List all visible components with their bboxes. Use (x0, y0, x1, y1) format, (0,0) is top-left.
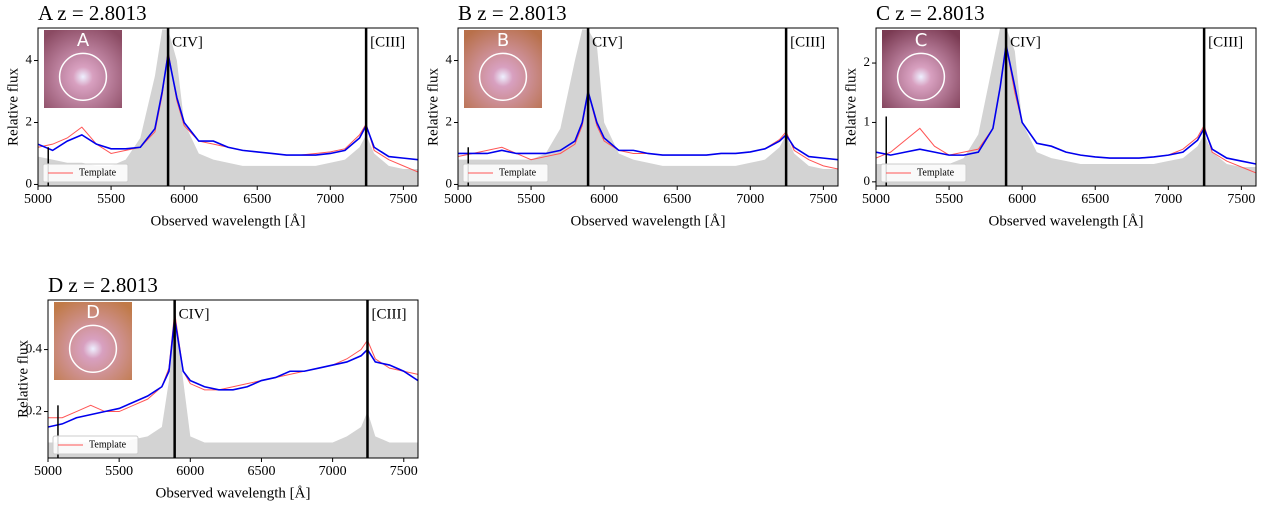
y-axis-label: Relative flux (425, 68, 441, 146)
plot-frame (875, 27, 1257, 187)
y-tick-label: 4 (26, 52, 33, 67)
x-axis-label: Observed wavelength [Å] (989, 213, 1144, 229)
inset-label: A (77, 30, 90, 51)
y-axis-label: Relative flux (15, 340, 31, 418)
x-tick-label: 5000 (24, 192, 52, 207)
x-axis-label: Observed wavelength [Å] (151, 213, 306, 229)
template-line (38, 51, 418, 173)
template-line (458, 91, 838, 170)
x-tick-label: 7000 (319, 464, 347, 479)
chart-title: C z = 2.8013 (876, 1, 985, 25)
line-label: [CIII] (1208, 34, 1243, 50)
x-axis-label: Observed wavelength [Å] (156, 485, 311, 501)
y-tick-label: 4 (446, 52, 453, 67)
x-tick-label: 5500 (935, 192, 963, 207)
y-axis-label: Relative flux (843, 68, 859, 146)
panel: CIV] [CIII] D 5000 5500 6000 6500 7000 7500 0.2 0.… (15, 273, 419, 501)
x-tick-label: 7500 (1227, 192, 1255, 207)
y-tick-label: 0 (26, 175, 33, 190)
panel: CIV] [CIII] C 5000 5500 6000 6500 7000 7500 0 1 2 C … (843, 1, 1257, 229)
aperture-circle (896, 52, 946, 101)
y-tick-label: 0 (864, 173, 871, 188)
x-tick-label: 6500 (247, 464, 275, 479)
panel: CIV] [CIII] A 5000 5500 6000 6500 7000 7500 0 2 4 A … (5, 1, 419, 229)
x-tick-label: 5500 (517, 192, 545, 207)
line-label: [CIII] (790, 34, 825, 50)
aperture-circle (58, 52, 108, 101)
legend-box (52, 435, 139, 455)
legend-label: Template (917, 167, 955, 178)
x-tick-label: 5000 (862, 192, 890, 207)
inset-label: D (86, 302, 100, 323)
x-tick-label: 5000 (34, 464, 62, 479)
y-tick-label: 0.4 (26, 341, 43, 356)
legend-label: Template (499, 167, 537, 178)
chart-title: A z = 2.8013 (38, 1, 147, 25)
legend-label: Template (79, 167, 117, 178)
spectrum-line (38, 54, 418, 161)
x-tick-label: 6000 (590, 192, 618, 207)
error-area (876, 28, 1256, 186)
spectrum-line (876, 45, 1256, 165)
x-tick-label: 7000 (1154, 192, 1182, 207)
y-axis-label: Relative flux (5, 68, 21, 146)
x-tick-label: 7000 (316, 192, 344, 207)
aperture-circle (68, 324, 118, 373)
aperture-circle (478, 52, 528, 101)
line-label: CIV] (592, 34, 623, 50)
inset-label: C (915, 30, 928, 51)
x-tick-label: 6000 (176, 464, 204, 479)
y-tick-label: 0.2 (26, 403, 42, 418)
x-tick-label: 7500 (389, 192, 417, 207)
line-label: CIV] (172, 34, 203, 50)
line-label: CIV] (1010, 34, 1041, 50)
spectrum-line (458, 91, 838, 161)
chart-title: D z = 2.8013 (48, 273, 158, 297)
y-tick-label: 0 (446, 175, 453, 190)
panel: CIV] [CIII] B 5000 5500 6000 6500 7000 7500 0 2 4 B … (425, 1, 839, 229)
inset-image (882, 30, 960, 108)
y-tick-label: 2 (26, 113, 33, 128)
line-label: [CIII] (370, 34, 405, 50)
y-tick-label: 2 (446, 113, 453, 128)
plot-frame (457, 27, 839, 187)
x-tick-label: 6500 (663, 192, 691, 207)
spectrum-line (48, 318, 418, 428)
inset-label: B (497, 30, 509, 51)
x-tick-label: 7000 (736, 192, 764, 207)
chart-title: B z = 2.8013 (458, 1, 567, 25)
inset-image (44, 30, 122, 108)
plot-area (876, 28, 1256, 186)
x-tick-label: 7500 (390, 464, 418, 479)
inset-image (464, 30, 542, 108)
x-axis-label: Observed wavelength [Å] (571, 213, 726, 229)
x-tick-label: 6500 (1081, 192, 1109, 207)
plot-frame (47, 299, 419, 459)
x-tick-label: 5000 (444, 192, 472, 207)
inset-image (54, 302, 132, 380)
line-label: CIV] (179, 306, 210, 322)
y-tick-label: 1 (864, 113, 871, 128)
legend-box (42, 163, 129, 183)
x-tick-label: 5500 (97, 192, 125, 207)
x-tick-label: 5500 (105, 464, 133, 479)
y-tick-label: 2 (864, 54, 871, 69)
legend-box (462, 163, 549, 183)
error-area (458, 29, 838, 186)
x-tick-label: 6000 (170, 192, 198, 207)
line-label: [CIII] (371, 306, 406, 322)
template-line (48, 312, 418, 419)
legend-label: Template (89, 439, 127, 450)
x-tick-label: 7500 (809, 192, 837, 207)
legend-box (880, 163, 967, 183)
plot-frame (37, 27, 419, 187)
x-tick-label: 6000 (1008, 192, 1036, 207)
x-tick-label: 6500 (243, 192, 271, 207)
